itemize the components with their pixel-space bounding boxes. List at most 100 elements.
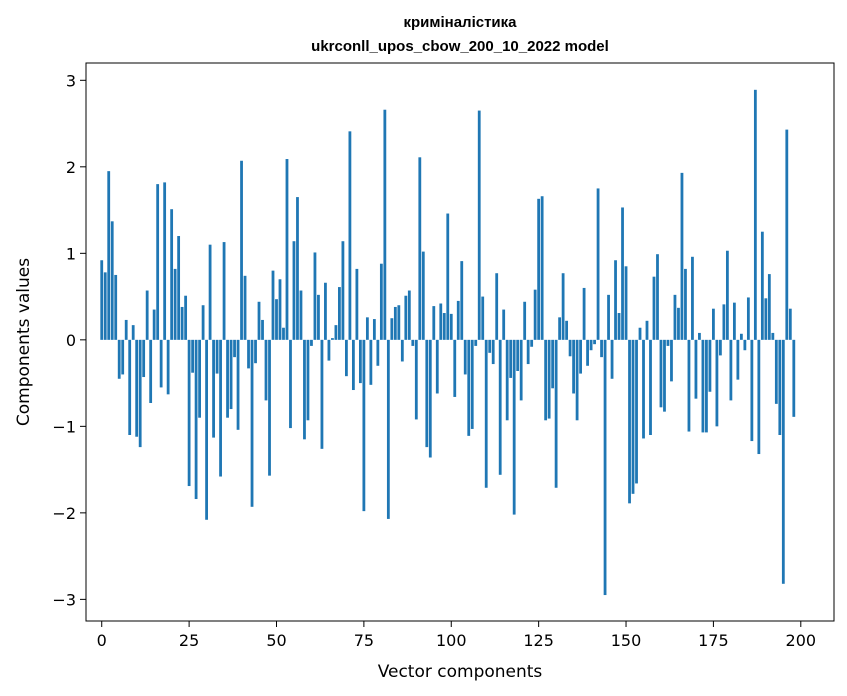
bar <box>296 197 299 340</box>
bar <box>201 305 205 340</box>
bar <box>781 339 785 584</box>
bar <box>397 305 401 340</box>
bar <box>421 251 425 340</box>
bar <box>341 241 345 340</box>
bar <box>306 339 310 421</box>
bar <box>502 309 506 340</box>
bar <box>509 339 513 378</box>
bar <box>533 289 537 340</box>
bar <box>456 300 460 340</box>
x-tick-label: 50 <box>266 631 286 650</box>
bar <box>712 308 715 340</box>
bar <box>310 339 313 346</box>
bar <box>477 110 481 340</box>
bar <box>732 302 736 340</box>
y-tick-label: −3 <box>52 590 76 609</box>
bar <box>362 339 366 512</box>
bar <box>261 319 264 340</box>
bar <box>180 306 184 340</box>
bar <box>128 339 132 435</box>
bar <box>488 339 492 353</box>
bar <box>348 131 352 340</box>
bar <box>656 254 659 340</box>
chart-subtitle: ukrconll_upos_cbow_200_10_2022 model <box>311 38 609 55</box>
bar <box>247 339 250 369</box>
bar <box>582 287 586 340</box>
bar <box>145 290 149 340</box>
chart-title: криміналістика <box>403 14 517 31</box>
bar <box>365 317 369 340</box>
x-tick-label: 75 <box>354 631 374 650</box>
bar <box>177 236 181 340</box>
bar <box>187 339 191 487</box>
bar <box>547 339 551 419</box>
bar <box>299 290 303 340</box>
bar <box>404 295 408 340</box>
bar <box>226 339 229 418</box>
bar <box>607 294 610 340</box>
bar <box>708 339 712 392</box>
bar <box>698 332 701 340</box>
bar <box>764 298 768 340</box>
y-axis-ticks: −3 −2 −1 0 1 2 3 <box>52 71 86 609</box>
bar <box>254 339 257 364</box>
bar <box>240 160 243 340</box>
bar <box>774 339 778 404</box>
bar <box>614 260 617 340</box>
bar <box>540 196 544 340</box>
bar <box>694 339 698 399</box>
bar <box>331 338 334 340</box>
bar <box>617 313 621 340</box>
bar <box>645 320 649 340</box>
bar <box>771 332 775 340</box>
bar <box>767 274 771 340</box>
bar <box>407 290 411 340</box>
bar <box>642 339 645 439</box>
bar <box>649 339 652 435</box>
bar <box>292 241 296 340</box>
bar <box>603 339 607 596</box>
bar <box>303 339 306 440</box>
bar <box>442 313 446 340</box>
bar <box>414 339 418 420</box>
bar <box>386 339 390 519</box>
bar <box>680 172 684 340</box>
bar <box>320 339 324 449</box>
bar <box>152 309 156 340</box>
bar <box>135 339 139 437</box>
bar <box>663 339 666 412</box>
bar <box>432 306 436 340</box>
bar <box>282 327 285 340</box>
bar <box>484 339 488 488</box>
bar <box>219 339 222 477</box>
bar <box>519 339 523 401</box>
bar <box>565 320 569 340</box>
x-tick-label: 100 <box>436 631 467 650</box>
bar <box>425 339 429 448</box>
bar <box>449 313 453 340</box>
bar <box>610 339 614 379</box>
bar <box>285 159 289 340</box>
bar <box>390 318 394 340</box>
bar <box>103 272 107 340</box>
bar <box>673 294 677 340</box>
bar <box>621 207 624 340</box>
bar <box>691 256 694 340</box>
bar <box>739 333 743 340</box>
bar <box>194 339 198 500</box>
bar <box>551 339 555 389</box>
y-tick-label: 0 <box>66 331 76 350</box>
bar <box>715 339 719 427</box>
bar <box>393 306 397 340</box>
bar <box>628 339 631 504</box>
bar <box>376 339 380 366</box>
bar <box>411 339 415 346</box>
bar <box>463 339 467 375</box>
bar <box>184 295 188 340</box>
x-axis-ticks: 0 25 50 75 100 125 150 175 200 <box>97 621 816 650</box>
bar <box>516 339 520 371</box>
y-tick-label: −1 <box>52 417 76 436</box>
bar <box>446 213 450 340</box>
bar <box>498 339 502 475</box>
